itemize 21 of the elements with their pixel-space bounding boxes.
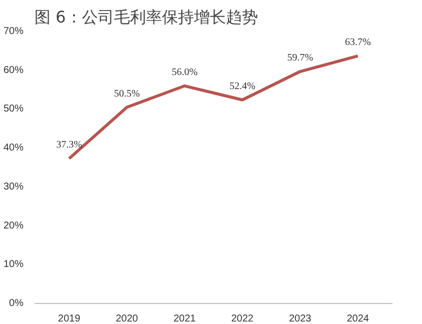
data-label: 50.5% — [114, 88, 140, 100]
data-label: 59.7% — [287, 52, 314, 64]
data-label: 56.0% — [172, 66, 198, 78]
y-tick-label: 0% — [9, 298, 24, 309]
data-label: 63.7% — [344, 36, 371, 48]
x-tick-label: 2022 — [231, 314, 254, 324]
x-tick-label: 2020 — [116, 314, 138, 324]
x-tick-label: 2021 — [174, 314, 196, 324]
data-label: 37.3% — [56, 140, 82, 151]
y-tick-label: 60% — [3, 64, 24, 76]
x-tick-label: 2024 — [346, 314, 370, 324]
chart-title: 图 6：公司毛利率保持增长趋势 — [34, 8, 258, 26]
y-tick-label: 50% — [3, 104, 24, 115]
y-tick-label: 20% — [3, 220, 24, 232]
y-tick-label: 70% — [3, 26, 24, 37]
y-tick-label: 40% — [3, 142, 24, 154]
x-tick-label: 2019 — [58, 314, 81, 324]
y-tick-label: 10% — [3, 259, 24, 270]
data-label: 52.4% — [229, 80, 256, 92]
y-tick-label: 30% — [3, 181, 24, 192]
x-tick-label: 2023 — [288, 314, 312, 324]
